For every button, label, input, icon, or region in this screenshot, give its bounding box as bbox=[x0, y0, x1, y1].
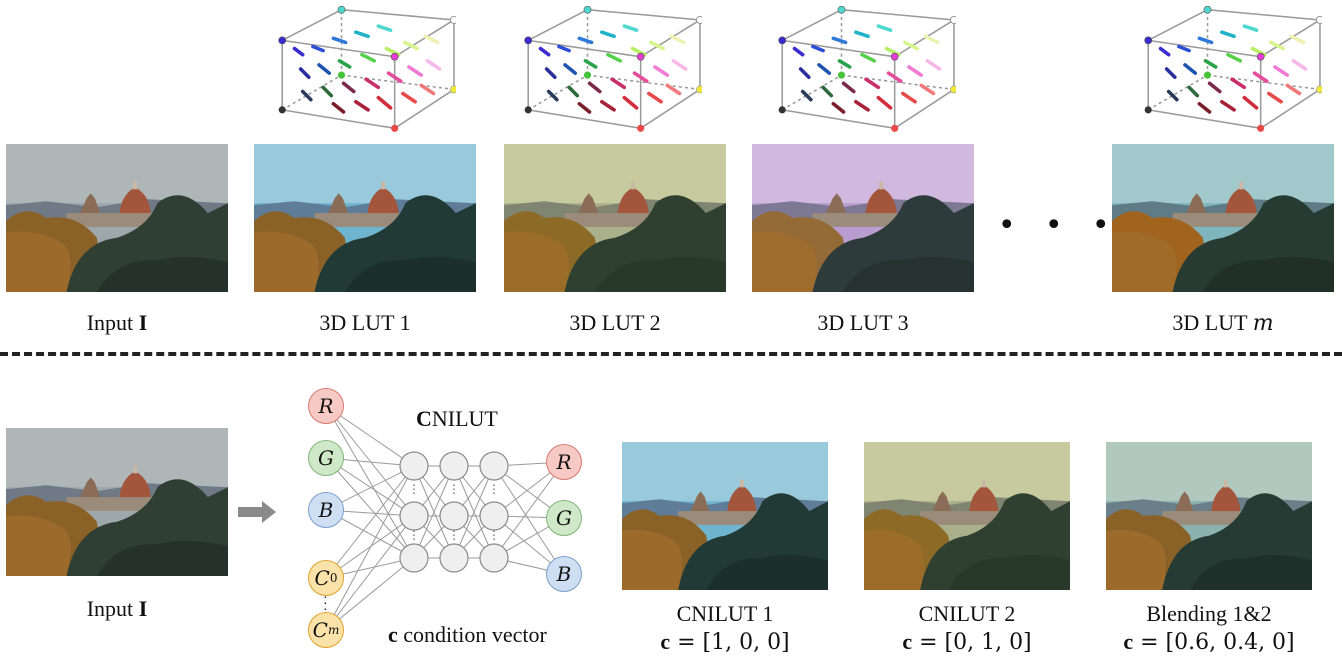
caption-input-top: Input I bbox=[86, 310, 148, 335]
lut-3-cube bbox=[772, 6, 956, 132]
input-photo-top bbox=[6, 144, 228, 292]
hidden-node bbox=[399, 451, 429, 481]
input-node-b: B bbox=[308, 492, 344, 528]
lut-m-photo bbox=[1112, 144, 1334, 292]
cnilut-1-photo bbox=[622, 442, 828, 590]
lut-2-photo bbox=[504, 144, 726, 292]
network-edge bbox=[453, 465, 495, 559]
hidden-node bbox=[479, 501, 509, 531]
hidden-node bbox=[399, 543, 429, 573]
network-edge bbox=[325, 465, 415, 579]
network-edge bbox=[325, 405, 415, 559]
hidden-node bbox=[439, 501, 469, 531]
hidden-node bbox=[399, 501, 429, 531]
output-node-r: R bbox=[546, 444, 582, 480]
lut-1-cube bbox=[272, 6, 456, 132]
network-edge bbox=[325, 515, 415, 631]
blending-photo bbox=[1106, 442, 1312, 590]
caption-lut-2: 3D LUT 2 bbox=[569, 310, 661, 335]
hidden-node bbox=[439, 543, 469, 573]
network-edge bbox=[325, 465, 415, 631]
hidden-node bbox=[439, 451, 469, 481]
network-title: CNILUT bbox=[416, 406, 498, 431]
network-edge bbox=[325, 457, 415, 559]
input-node-r: R bbox=[308, 388, 344, 424]
hidden-node bbox=[479, 543, 509, 573]
input-photo-bottom bbox=[6, 428, 228, 576]
hidden-node-dots: ⋮ bbox=[408, 528, 420, 542]
lut-m-cube bbox=[1138, 6, 1322, 132]
lut-2-cube bbox=[518, 6, 702, 132]
output-node-g: G bbox=[546, 500, 582, 536]
network-edge bbox=[325, 405, 415, 517]
lut-1-photo bbox=[254, 144, 476, 292]
hidden-node-dots: ⋮ bbox=[448, 482, 460, 496]
cnilut-1-caption: CNILUT 1 c = [1, 0, 0] bbox=[660, 601, 790, 655]
arrow-icon bbox=[238, 501, 276, 523]
network-edge bbox=[493, 465, 565, 575]
hidden-node-dots: ⋮ bbox=[408, 482, 420, 496]
network-edge bbox=[413, 465, 455, 559]
hidden-node-dots: ⋮ bbox=[448, 528, 460, 542]
cnilut-2-photo bbox=[864, 442, 1070, 590]
hidden-node-dots: ⋮ bbox=[488, 528, 500, 542]
lut-3-photo bbox=[752, 144, 974, 292]
hidden-node-dots: ⋮ bbox=[488, 482, 500, 496]
blending-caption: Blending 1&2 c = [0.6, 0.4, 0] bbox=[1123, 601, 1295, 655]
section-divider bbox=[0, 352, 1342, 356]
output-node-b: B bbox=[546, 556, 582, 592]
network-edge bbox=[325, 557, 415, 631]
input-node-g: G bbox=[308, 440, 344, 476]
network-edge bbox=[493, 461, 565, 559]
ellipsis: . . . bbox=[1000, 179, 1118, 239]
caption-input-bottom: Input I bbox=[86, 596, 148, 621]
caption-lut-m: 3D LUT m bbox=[1172, 310, 1274, 336]
cnilut-2-caption: CNILUT 2 c = [0, 1, 0] bbox=[902, 601, 1032, 655]
hidden-node bbox=[479, 451, 509, 481]
condition-label: c condition vector bbox=[388, 622, 547, 647]
condition-node-dots: · · · bbox=[323, 591, 328, 618]
caption-lut-1: 3D LUT 1 bbox=[319, 310, 411, 335]
caption-lut-3: 3D LUT 3 bbox=[817, 310, 909, 335]
